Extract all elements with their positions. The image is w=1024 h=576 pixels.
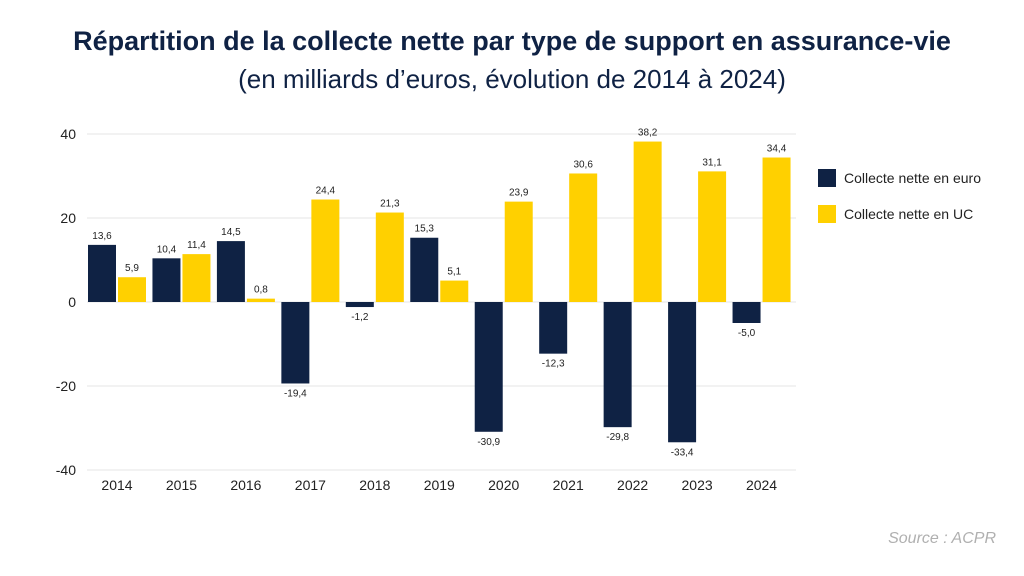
data-label-euro-2022: -29,8 xyxy=(606,432,629,443)
legend-item-uc: Collecte nette en UC xyxy=(818,203,981,225)
bar-uc-2022 xyxy=(633,141,662,302)
bar-euro-2022 xyxy=(603,302,632,428)
y-tick-label: -40 xyxy=(56,462,76,478)
x-tick-label-2022: 2022 xyxy=(617,477,648,493)
bar-euro-2015 xyxy=(152,258,181,302)
x-tick-label-2024: 2024 xyxy=(746,477,777,493)
x-tick-label-2019: 2019 xyxy=(424,477,455,493)
bar-uc-2014 xyxy=(118,277,146,302)
bar-euro-2024 xyxy=(732,302,761,323)
data-label-uc-2014: 5,9 xyxy=(125,263,139,274)
bar-uc-2021 xyxy=(569,173,598,302)
bar-euro-2019 xyxy=(410,237,439,302)
data-label-uc-2017: 24,4 xyxy=(316,186,336,197)
data-label-euro-2016: 14,5 xyxy=(221,227,241,238)
bar-uc-2024 xyxy=(762,157,791,302)
legend-swatch-euro xyxy=(818,169,836,187)
bar-euro-2014 xyxy=(88,244,116,302)
legend-swatch-uc xyxy=(818,205,836,223)
data-label-euro-2019: 15,3 xyxy=(415,224,435,235)
y-tick-label: -20 xyxy=(56,378,76,394)
data-label-uc-2018: 21,3 xyxy=(380,199,400,210)
data-label-euro-2015: 10,4 xyxy=(157,244,177,255)
data-label-uc-2019: 5,1 xyxy=(447,267,461,278)
bar-euro-2023 xyxy=(668,302,697,443)
data-label-euro-2014: 13,6 xyxy=(92,231,112,242)
legend: Collecte nette en euro Collecte nette en… xyxy=(818,167,981,239)
bar-uc-2018 xyxy=(375,212,404,302)
data-label-uc-2020: 23,9 xyxy=(509,188,529,199)
x-tick-label-2018: 2018 xyxy=(359,477,390,493)
x-tick-label-2017: 2017 xyxy=(295,477,326,493)
data-label-uc-2023: 31,1 xyxy=(702,157,722,168)
bar-euro-2017 xyxy=(281,302,310,384)
x-tick-label-2023: 2023 xyxy=(682,477,713,493)
x-tick-label-2015: 2015 xyxy=(166,477,197,493)
data-label-euro-2021: -12,3 xyxy=(542,359,565,370)
chart-subtitle: (en milliards d’euros, évolution de 2014… xyxy=(238,64,786,94)
y-tick-label: 20 xyxy=(60,210,76,226)
bar-uc-2017 xyxy=(311,199,340,302)
y-tick-label: 0 xyxy=(68,294,76,310)
x-tick-label-2021: 2021 xyxy=(553,477,584,493)
data-label-euro-2018: -1,2 xyxy=(351,312,369,323)
data-label-euro-2024: -5,0 xyxy=(738,328,756,339)
data-label-uc-2021: 30,6 xyxy=(573,159,593,170)
legend-label-uc: Collecte nette en UC xyxy=(844,206,974,222)
bar-euro-2021 xyxy=(539,302,568,354)
bar-euro-2018 xyxy=(345,302,374,308)
bar-euro-2020 xyxy=(474,302,503,432)
data-label-uc-2015: 11,4 xyxy=(187,240,206,251)
bar-uc-2015 xyxy=(182,254,211,302)
x-tick-label-2014: 2014 xyxy=(101,477,132,493)
bar-uc-2019 xyxy=(440,280,469,302)
source-note: Source : ACPR xyxy=(888,530,996,547)
data-label-euro-2020: -30,9 xyxy=(477,437,500,448)
x-tick-label-2016: 2016 xyxy=(230,477,261,493)
legend-item-euro: Collecte nette en euro xyxy=(818,167,981,189)
bar-euro-2016 xyxy=(216,241,245,302)
data-label-uc-2016: 0,8 xyxy=(254,285,268,296)
bar-uc-2016 xyxy=(246,298,275,302)
data-label-euro-2017: -19,4 xyxy=(284,388,307,399)
chart-title: Répartition de la collecte nette par typ… xyxy=(73,26,951,56)
legend-label-euro: Collecte nette en euro xyxy=(844,170,981,186)
data-label-uc-2024: 34,4 xyxy=(767,144,787,155)
x-tick-label-2020: 2020 xyxy=(488,477,519,493)
data-label-uc-2022: 38,2 xyxy=(638,128,658,139)
y-tick-label: 40 xyxy=(60,126,76,142)
data-label-euro-2023: -33,4 xyxy=(671,447,694,458)
bar-uc-2020 xyxy=(504,201,533,302)
bar-uc-2023 xyxy=(698,171,727,302)
